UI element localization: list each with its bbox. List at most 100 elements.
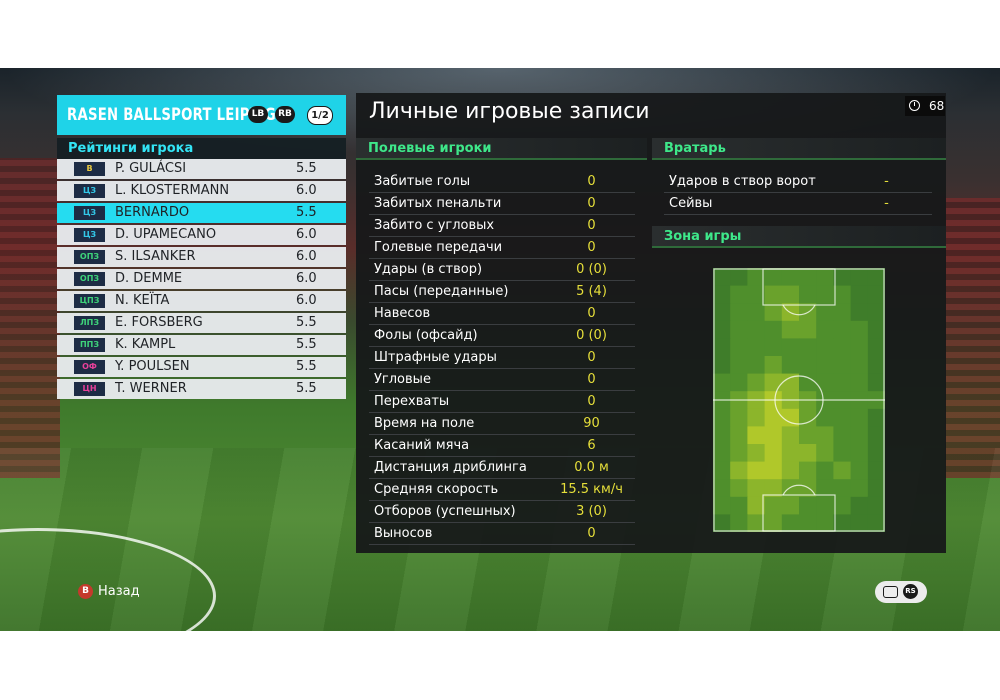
player-row[interactable]: ППЗ K. KAMPL 5.5 xyxy=(57,335,346,355)
heatmap-cell xyxy=(850,373,869,392)
heatmap-cell xyxy=(850,285,869,304)
heatmap-cell xyxy=(713,338,731,357)
lb-button[interactable]: LB xyxy=(248,106,268,123)
heatmap-cell xyxy=(713,496,731,515)
stat-value: 5 (4) xyxy=(576,284,607,299)
back-button[interactable]: B Назад xyxy=(78,584,140,599)
position-badge: ЛПЗ xyxy=(74,316,105,330)
heatmap-cell xyxy=(867,444,885,463)
heatmap-cell xyxy=(833,285,852,304)
heatmap-cell xyxy=(747,496,766,515)
player-row[interactable]: ОФ Y. POULSEN 5.5 xyxy=(57,357,346,377)
player-row[interactable]: ЦЗ BERNARDO 5.5 xyxy=(57,203,346,223)
heatmap-cell xyxy=(850,320,869,339)
stat-label: Сейвы xyxy=(669,196,713,211)
heatmap-cell xyxy=(799,356,817,375)
player-row[interactable]: ЦН T. WERNER 5.5 xyxy=(57,379,346,399)
stat-row: Отборов (успешных) 3 (0) xyxy=(369,501,635,523)
player-row[interactable]: ЦПЗ N. KEÏTA 6.0 xyxy=(57,291,346,311)
heatmap-cell xyxy=(713,303,731,322)
stat-value: 0 (0) xyxy=(576,262,607,277)
heatmap-cell xyxy=(816,408,834,427)
player-rating: 5.5 xyxy=(296,161,317,176)
stat-value: 0 xyxy=(587,372,596,387)
player-rating: 5.5 xyxy=(296,315,317,330)
stat-label: Средняя скорость xyxy=(374,482,499,497)
heatmap-cell xyxy=(730,338,748,357)
heatmap-cell xyxy=(867,268,885,287)
player-row[interactable]: ОПЗ S. ILSANKER 6.0 xyxy=(57,247,346,267)
heatmap-cell xyxy=(816,496,834,515)
stat-value: - xyxy=(884,196,889,211)
heatmap-cell xyxy=(781,268,800,287)
player-rating: 6.0 xyxy=(296,249,317,264)
heatmap-cell xyxy=(730,320,748,339)
b-button-icon: B xyxy=(78,584,93,599)
heatmap-cell xyxy=(799,496,817,515)
heatmap-cell xyxy=(799,320,817,339)
player-row[interactable]: ЦЗ D. UPAMECANO 6.0 xyxy=(57,225,346,245)
play-zone-header: Зона игры xyxy=(652,226,946,248)
heatmap-cell xyxy=(816,303,834,322)
stat-row: Голевые передачи 0 xyxy=(369,237,635,259)
player-rating: 5.5 xyxy=(296,381,317,396)
player-list: В P. GULÁCSI 5.5 ЦЗ L. KLOSTERMANN 6.0 ЦЗ BERNA… xyxy=(57,159,346,401)
player-row[interactable]: В P. GULÁCSI 5.5 xyxy=(57,159,346,179)
match-timer: 68 xyxy=(905,96,945,116)
stat-value: - xyxy=(884,174,889,189)
stat-label: Фолы (офсайд) xyxy=(374,328,478,343)
heatmap-cell xyxy=(781,461,800,480)
heatmap-cell xyxy=(764,320,783,339)
heatmap-cell xyxy=(747,408,766,427)
player-row[interactable]: ЛПЗ E. FORSBERG 5.5 xyxy=(57,313,346,333)
heatmap-cell xyxy=(816,356,834,375)
heatmap-cell xyxy=(764,268,783,287)
heatmap-cell xyxy=(867,373,885,392)
heatmap-cell xyxy=(730,373,748,392)
heatmap-cell xyxy=(833,496,852,515)
heatmap-cell xyxy=(781,496,800,515)
heatmap-cell xyxy=(799,514,817,532)
player-rating: 6.0 xyxy=(296,271,317,286)
heatmap-cell xyxy=(867,426,885,445)
heatmap-cell xyxy=(867,338,885,357)
heatmap-cell xyxy=(816,514,834,532)
heatmap-cell xyxy=(816,444,834,463)
heatmap-cell xyxy=(747,356,766,375)
heatmap-cell xyxy=(850,303,869,322)
heatmap-cell xyxy=(764,444,783,463)
controls-hint[interactable]: RS xyxy=(875,581,927,603)
heatmap-cell xyxy=(747,285,766,304)
heatmap-cell xyxy=(867,514,885,532)
player-rating: 6.0 xyxy=(296,227,317,242)
heatmap-cell xyxy=(850,408,869,427)
heatmap-cell xyxy=(713,268,731,287)
rs-button-icon: RS xyxy=(903,584,918,599)
stat-label: Забито с угловых xyxy=(374,218,495,233)
player-name: N. KEÏTA xyxy=(115,293,170,308)
heatmap-cell xyxy=(850,356,869,375)
heatmap-cell xyxy=(747,514,766,532)
stat-value: 15.5 км/ч xyxy=(560,482,623,497)
stat-row: Время на поле 90 xyxy=(369,413,635,435)
pitch-marking xyxy=(774,375,824,425)
stat-value: 0 xyxy=(587,174,596,189)
player-row[interactable]: ЦЗ L. KLOSTERMANN 6.0 xyxy=(57,181,346,201)
heatmap-cell xyxy=(713,479,731,498)
heatmap-cell xyxy=(764,285,783,304)
rb-button[interactable]: RB xyxy=(275,106,295,123)
heatmap-svg xyxy=(713,268,885,532)
player-row[interactable]: ОПЗ D. DEMME 6.0 xyxy=(57,269,346,289)
stat-row: Навесов 0 xyxy=(369,303,635,325)
stat-row: Средняя скорость 15.5 км/ч xyxy=(369,479,635,501)
heatmap-cell xyxy=(816,285,834,304)
stat-label: Штрафные удары xyxy=(374,350,497,365)
heatmap-cell xyxy=(781,338,800,357)
stat-value: 0 xyxy=(587,350,596,365)
field-players-header: Полевые игроки xyxy=(356,138,647,160)
player-name: E. FORSBERG xyxy=(115,315,203,330)
stat-label: Пасы (переданные) xyxy=(374,284,509,299)
stands-right xyxy=(945,198,1000,478)
heatmap-cell xyxy=(833,303,852,322)
position-badge: В xyxy=(74,162,105,176)
